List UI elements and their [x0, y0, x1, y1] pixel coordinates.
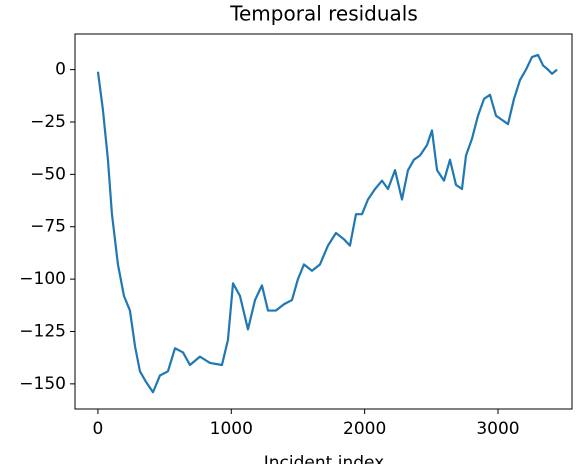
y-tick-label: −125 — [19, 321, 66, 341]
y-tick-label: 0 — [55, 60, 66, 80]
y-tick-label: −150 — [19, 374, 66, 394]
x-axis-label: Incident index — [264, 453, 384, 464]
chart-title: Temporal residuals — [229, 2, 418, 26]
y-tick-label: −50 — [30, 164, 66, 184]
data-line — [96, 53, 558, 394]
y-tick-label: −75 — [30, 217, 66, 237]
x-tick-label: 0 — [93, 419, 104, 439]
x-tick-label: 2000 — [343, 419, 386, 439]
y-tick-label: −25 — [30, 112, 66, 132]
y-tick-label: −100 — [19, 269, 66, 289]
x-tick-label: 1000 — [210, 419, 253, 439]
plot-frame — [74, 33, 573, 410]
x-tick-label: 3000 — [476, 419, 519, 439]
